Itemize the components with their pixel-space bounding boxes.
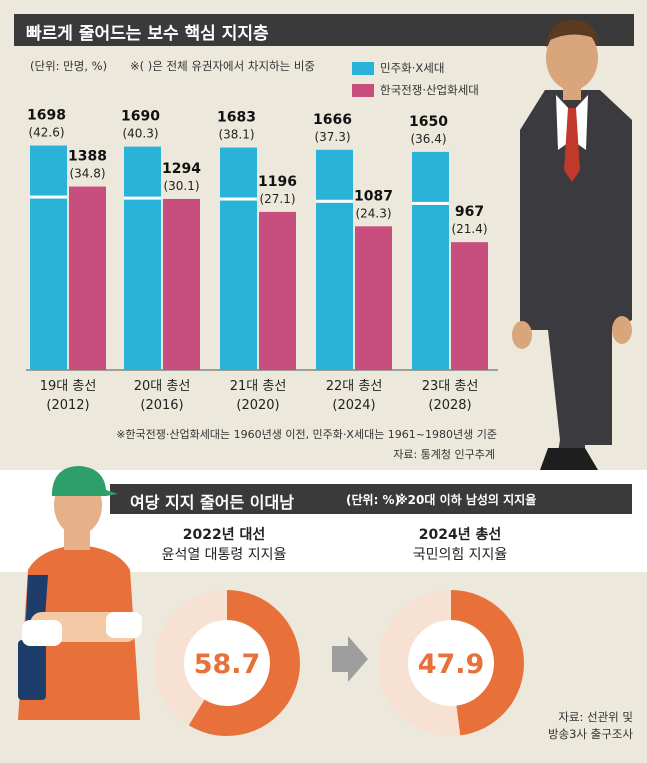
bar-value-label: 1690 [121,109,160,125]
young-man-illustration [18,466,142,720]
donut-arc-1 [154,590,300,736]
source2-line1: 자료: 선관위 및 [558,710,633,724]
bar-value-label: 1650 [409,114,448,130]
bar-industrialization-0 [69,186,106,370]
x-tick-label: (2024) [332,398,375,413]
bar-value-label: 1698 [27,108,66,124]
source2-line2: 방송3사 출구조사 [547,727,633,741]
donut-value-1: 58.7 [194,649,261,680]
x-tick-label: 22대 총선 [326,379,383,394]
section2-unit: (단위: %) [346,493,401,507]
bar-democratization-2 [220,147,257,370]
legend-swatch-industrialization [352,84,374,97]
bar-democratization-0 [30,145,67,370]
x-tick-label: 20대 총선 [134,379,191,394]
source-statistics: 자료: 통계청 인구추계 [393,448,495,461]
donut-hole-2 [408,620,494,706]
bar-value-label: 1388 [68,149,107,165]
bar-share-label: (42.6) [28,126,64,140]
bar-value-label: 1196 [258,174,297,190]
footnote: ※한국전쟁·산업화세대는 1960년생 이전, 민주화·X세대는 1961~19… [116,428,497,441]
bar-share-label: (24.3) [355,206,391,220]
bar-value-label: 1087 [354,188,393,204]
bar-industrialization-3 [355,226,392,370]
x-tick-label: 23대 총선 [422,379,479,394]
donut-arc-2 [378,590,524,736]
bar-value-label: 1666 [313,112,352,128]
donut2-caption: 2024년 총선 국민의힘 지지율 [370,524,550,564]
bar-value-label: 967 [455,204,484,220]
page-title: 빠르게 줄어드는 보수 핵심 지지층 [26,24,269,44]
source-exit-poll: 자료: 선관위 및 방송3사 출구조사 [548,709,633,743]
section2-title: 여당 지지 줄어든 이대남 [130,493,294,512]
bar-share-label: (30.1) [163,179,199,193]
legend-label-industrialization: 한국전쟁·산업화세대 [380,83,479,97]
x-tick-label: (2020) [236,398,279,413]
bar-divider [30,195,67,199]
donut2-label: 국민의힘 지지율 [412,547,508,563]
bar-divider [124,196,161,200]
donut-value-2: 47.9 [418,649,485,680]
title-banner: 빠르게 줄어드는 보수 핵심 지지층 [14,14,634,46]
legend-swatch-democratization [352,62,374,75]
donut1-caption: 2022년 대선 윤석열 대통령 지지율 [134,524,314,564]
bar-share-label: (34.8) [69,167,105,181]
bar-democratization-3 [316,149,353,370]
bar-value-label: 1294 [162,161,201,177]
arrow-icon [332,636,368,682]
section2-note: ※20대 이하 남성의 지지율 [396,493,537,507]
donut1-label: 윤석열 대통령 지지율 [161,547,287,563]
x-tick-label: 21대 총선 [230,379,287,394]
x-tick-label: 19대 총선 [40,379,97,394]
ratio-note: ※( )은 전체 유권자에서 차지하는 비중 [130,59,316,73]
x-tick-label: (2016) [140,398,183,413]
bar-democratization-1 [124,146,161,370]
bar-share-label: (40.3) [122,127,158,141]
x-tick-label: (2012) [46,398,89,413]
donut1-year: 2022년 대선 [182,527,266,543]
bar-industrialization-4 [451,242,488,370]
bar-share-label: (37.3) [314,130,350,144]
x-tick-label: (2028) [428,398,471,413]
donut-hole-1 [184,620,270,706]
bar-divider [316,199,353,203]
man-in-suit-illustration [512,20,632,470]
bar-divider [412,201,449,205]
bar-industrialization-1 [163,198,200,370]
legend-label-democratization: 민주화·X세대 [380,61,445,75]
bar-chart: 1698 (42.6) 1388 (34.8) 19대 총선 (2012) 1690 (40.… [26,20,632,470]
donut2-year: 2024년 총선 [418,527,502,543]
bar-democratization-4 [412,151,449,370]
bar-share-label: (36.4) [410,132,446,146]
bar-value-label: 1683 [217,110,256,126]
section2-banner: 여당 지지 줄어든 이대남 (단위: %) ※20대 이하 남성의 지지율 [110,484,632,514]
bar-industrialization-2 [259,211,296,370]
bar-share-label: (38.1) [218,128,254,142]
bar-share-label: (27.1) [259,192,295,206]
unit-note: (단위: 만명, %) [30,59,108,73]
bar-divider [220,197,257,201]
bar-share-label: (21.4) [451,222,487,236]
